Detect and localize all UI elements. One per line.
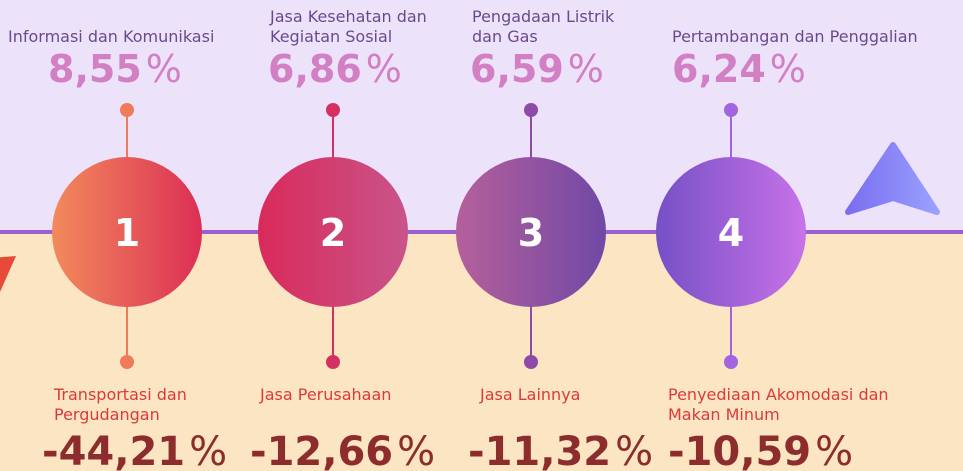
label-line: Transportasi dan	[53, 385, 187, 404]
value: -11,32	[468, 429, 611, 471]
bottom-label: Transportasi dan Pergudangan	[53, 385, 187, 424]
top-label: Pertambangan dan Penggalian	[672, 27, 918, 46]
arrow-icon	[845, 142, 940, 215]
bottom-label: Jasa Perusahaan	[259, 385, 391, 404]
value: -12,66	[250, 429, 393, 471]
dot	[120, 355, 134, 369]
value: 8,55	[48, 47, 142, 91]
label-line: Jasa Kesehatan dan	[269, 7, 427, 26]
top-value: 6,24%	[672, 47, 806, 91]
decor-triangle	[0, 256, 16, 292]
top-value: 6,59%	[470, 47, 604, 91]
label-line: Pergudangan	[54, 405, 160, 424]
value: -44,21	[42, 429, 185, 471]
dot	[120, 103, 134, 117]
label-line: Jasa Lainnya	[479, 385, 580, 404]
number-circle	[656, 157, 806, 307]
dot	[724, 103, 738, 117]
unit: %	[189, 429, 227, 471]
label-line: Kegiatan Sosial	[270, 27, 392, 46]
bottom-label: Jasa Lainnya	[479, 385, 580, 404]
value: 6,86	[268, 47, 362, 91]
unit: %	[366, 47, 402, 91]
number: 2	[320, 211, 346, 255]
unit: %	[615, 429, 653, 471]
label-line: Pertambangan dan Penggalian	[672, 27, 918, 46]
bottom-value: -10,59%	[668, 429, 853, 471]
number-circle	[258, 157, 408, 307]
bottom-label: Penyediaan Akomodasi dan Makan Minum	[668, 385, 889, 424]
unit: %	[146, 47, 182, 91]
label-line: Makan Minum	[668, 405, 780, 424]
number: 4	[718, 211, 744, 255]
value: -10,59	[668, 429, 811, 471]
unit: %	[770, 47, 806, 91]
label-line: Penyediaan Akomodasi dan	[668, 385, 889, 404]
top-value: 8,55%	[48, 47, 182, 91]
top-label: Pengadaan Listrik dan Gas	[472, 7, 615, 46]
label-line: Jasa Perusahaan	[259, 385, 391, 404]
label-line: Pengadaan Listrik	[472, 7, 615, 26]
number: 1	[114, 211, 140, 255]
number: 3	[518, 211, 544, 255]
dot	[524, 103, 538, 117]
top-label: Informasi dan Komunikasi	[8, 27, 214, 46]
number-circle	[456, 157, 606, 307]
value: 6,59	[470, 47, 564, 91]
dot	[326, 355, 340, 369]
label-line: dan Gas	[472, 27, 538, 46]
bottom-value: -12,66%	[250, 429, 435, 471]
bottom-value: -44,21%	[42, 429, 227, 471]
dot	[326, 103, 340, 117]
bottom-value: -11,32%	[468, 429, 653, 471]
value: 6,24	[672, 47, 766, 91]
unit: %	[397, 429, 435, 471]
dot	[724, 355, 738, 369]
unit: %	[815, 429, 853, 471]
dot	[524, 355, 538, 369]
top-value: 6,86%	[268, 47, 402, 91]
label-line: Informasi dan Komunikasi	[8, 27, 214, 46]
number-circle	[52, 157, 202, 307]
unit: %	[568, 47, 604, 91]
top-label: Jasa Kesehatan dan Kegiatan Sosial	[269, 7, 427, 46]
